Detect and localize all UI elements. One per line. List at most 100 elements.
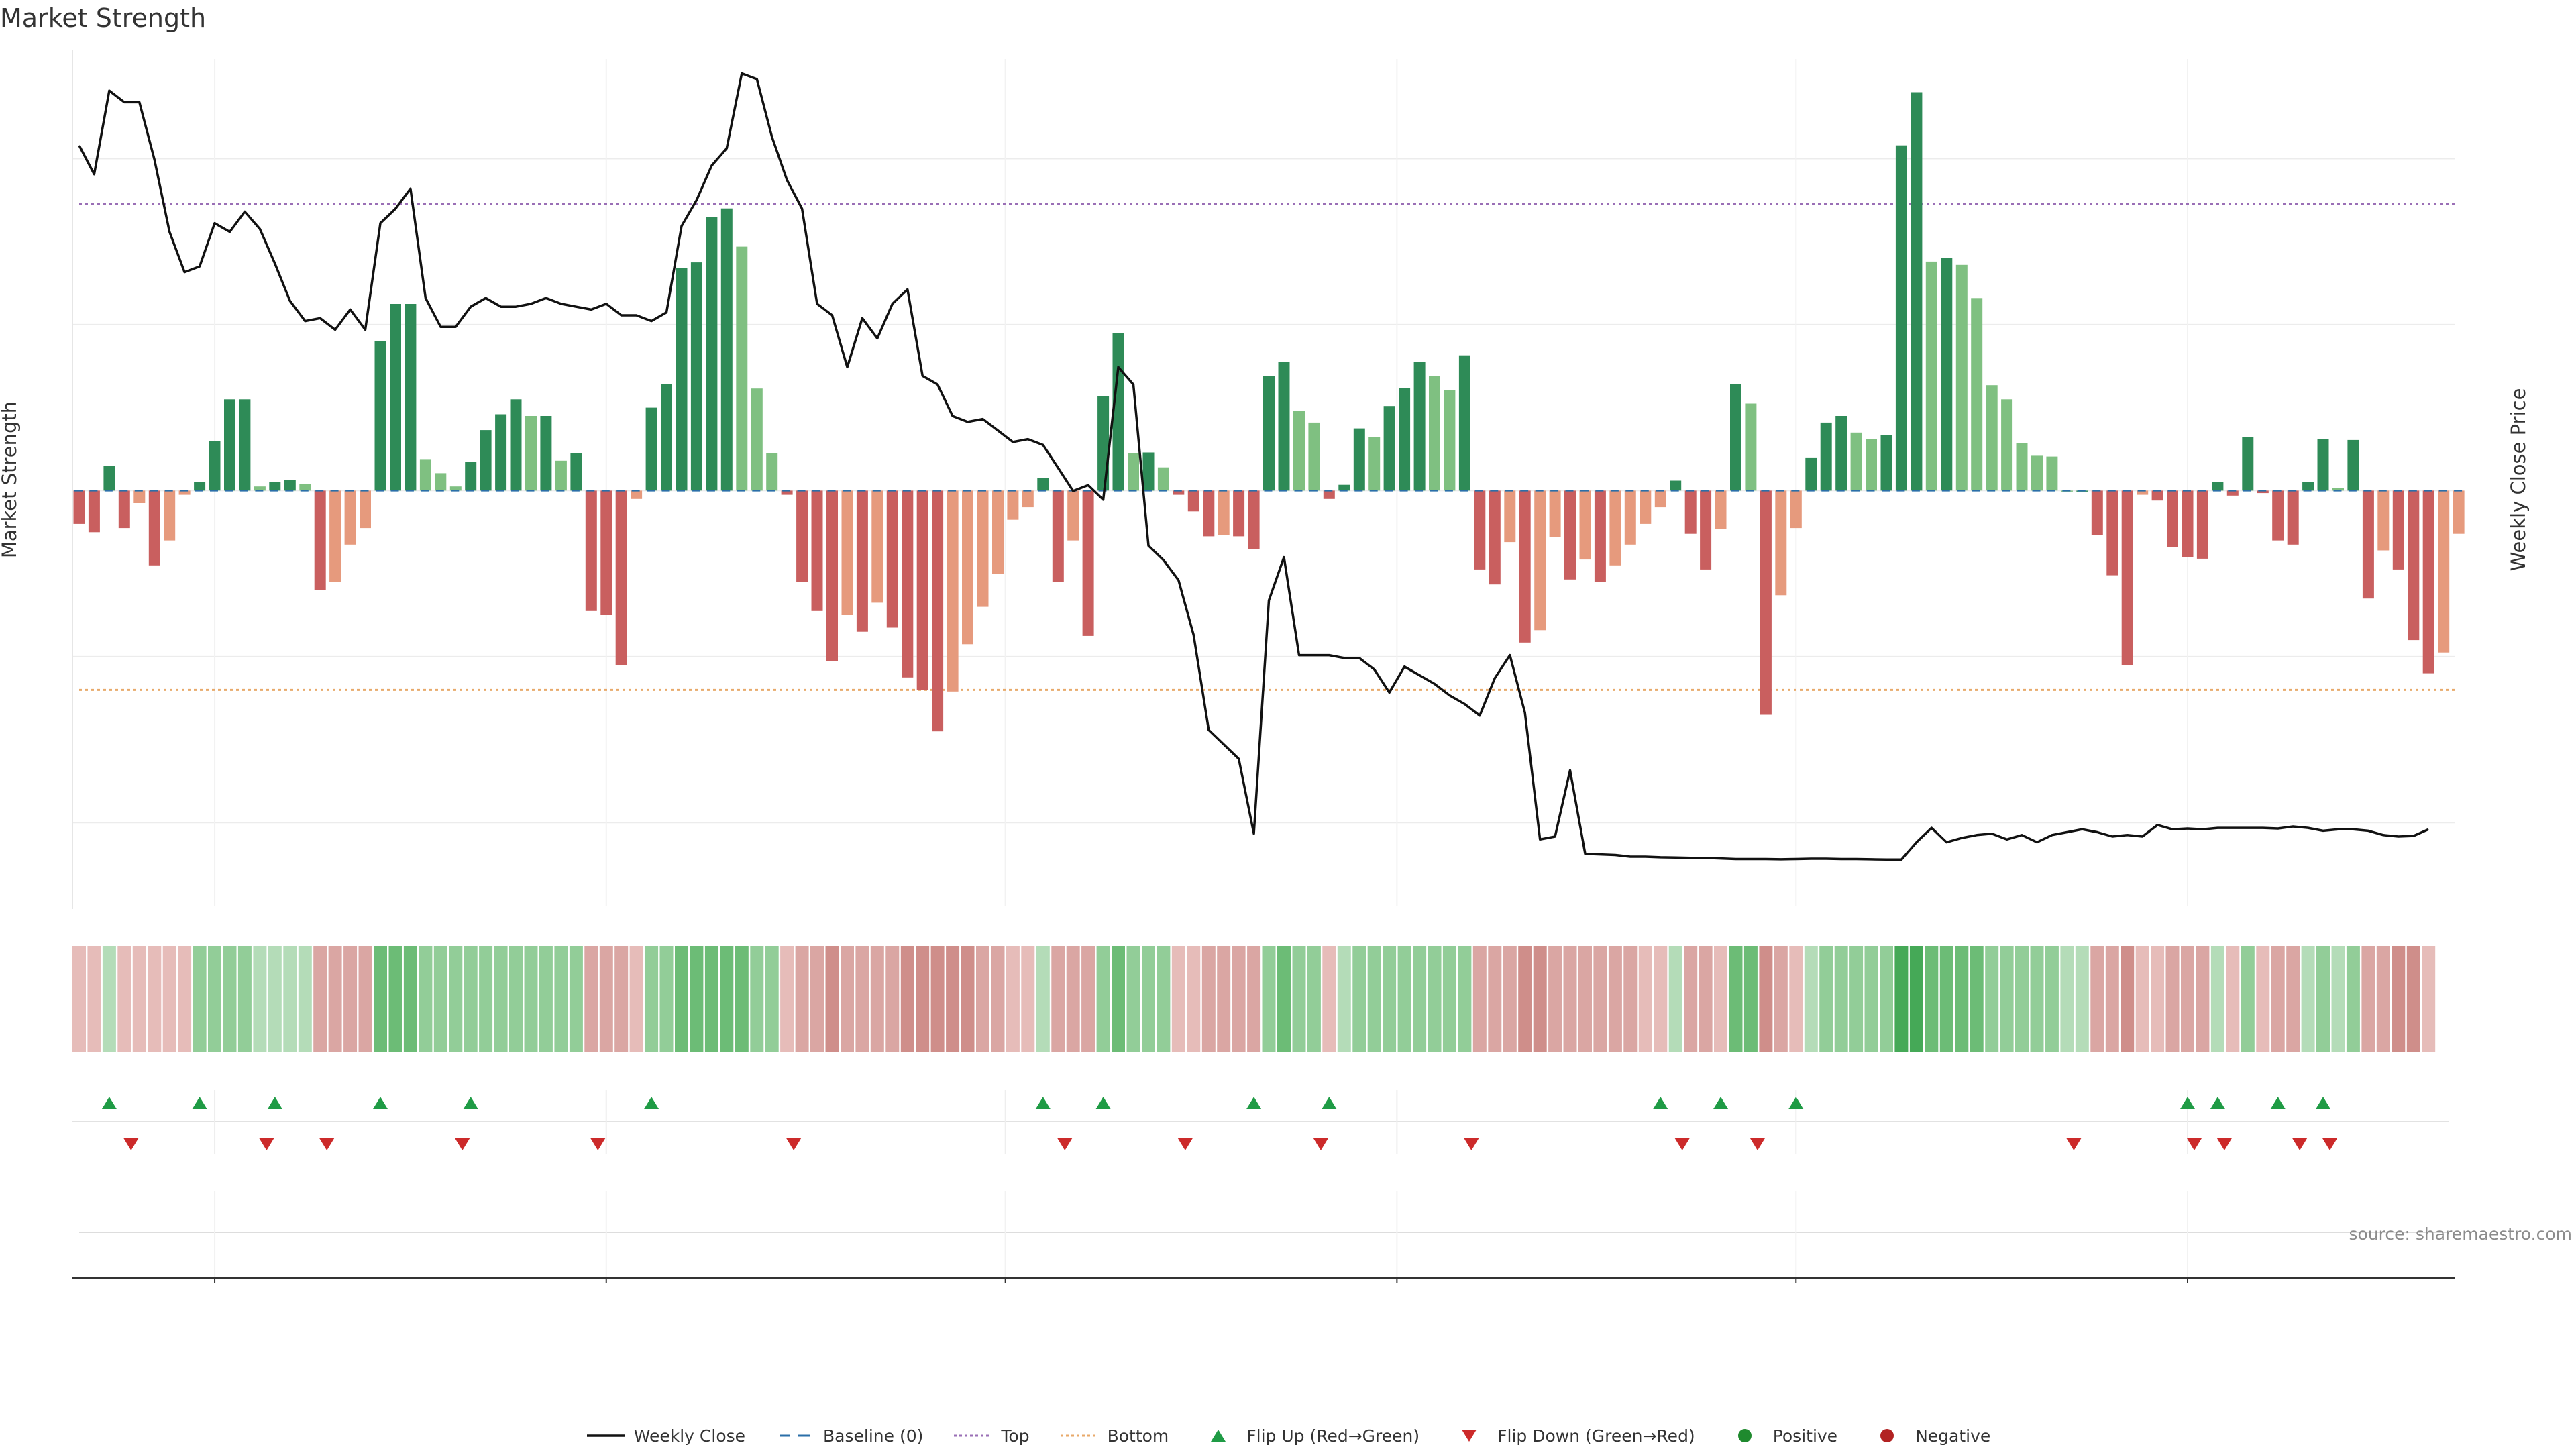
heat-cell — [2376, 946, 2390, 1052]
flip-down-marker — [1464, 1138, 1479, 1150]
heat-cell — [569, 946, 583, 1052]
heat-cell — [1247, 946, 1261, 1052]
strength-bar — [2377, 490, 2390, 551]
heat-cell — [2015, 946, 2029, 1052]
strength-bar — [1730, 384, 1741, 491]
date-axis — [72, 1277, 2455, 1283]
heat-cell — [1894, 946, 1909, 1052]
strength-bar — [374, 341, 386, 491]
strength-bar — [2212, 482, 2224, 491]
heat-cell — [2226, 946, 2240, 1052]
triangle-down-icon — [1449, 1428, 1489, 1444]
heat-cell — [403, 946, 417, 1052]
strength-bars — [73, 92, 2465, 732]
strength-bar — [344, 490, 356, 545]
heat-cell — [780, 946, 794, 1052]
strength-bar — [2151, 490, 2163, 501]
strength-bar — [2438, 490, 2450, 653]
strength-bar — [1037, 478, 1049, 491]
heat-cell — [524, 946, 538, 1052]
flip-down-marker — [2216, 1138, 2232, 1150]
strength-bar — [1624, 490, 1636, 545]
heat-cell — [675, 946, 688, 1052]
heat-cell — [494, 946, 508, 1052]
strength-bar — [1263, 376, 1275, 491]
flip-down-marker — [123, 1138, 139, 1150]
right-axis-label: Weekly Close Price — [2507, 388, 2530, 572]
strength-bar — [2317, 439, 2329, 491]
triangle-up-icon — [1198, 1428, 1238, 1444]
strength-bar — [977, 490, 989, 607]
strength-bar — [2182, 490, 2194, 557]
heat-cell — [2151, 946, 2165, 1052]
heat-cell — [2121, 946, 2135, 1052]
strength-bar — [720, 208, 733, 491]
strength-bar — [73, 490, 85, 524]
heat-cell — [1367, 946, 1381, 1052]
strength-bar — [1383, 406, 1395, 491]
flip-up-marker — [1322, 1097, 1337, 1109]
heat-cell — [1322, 946, 1336, 1052]
heat-cell — [795, 946, 809, 1052]
heat-cell — [2331, 946, 2345, 1052]
strength-bar — [826, 490, 838, 661]
strength-bar — [1609, 490, 1621, 566]
heat-cell — [1654, 946, 1668, 1052]
flip-down-marker — [590, 1138, 606, 1150]
strength-bar — [390, 304, 401, 491]
legend-item: Baseline (0) — [775, 1426, 923, 1446]
heat-cell — [645, 946, 659, 1052]
strength-bar — [1293, 411, 1305, 491]
strength-bar — [1368, 437, 1381, 491]
heat-cell — [1157, 946, 1171, 1052]
heat-cell — [629, 946, 643, 1052]
legend-label: Negative — [1915, 1426, 1991, 1446]
flip-down-marker — [1057, 1138, 1073, 1150]
legend-item: Weekly Close — [586, 1426, 745, 1446]
strength-bar — [1128, 453, 1139, 491]
heat-cell — [2346, 946, 2360, 1052]
strength-bar — [224, 399, 235, 491]
strength-bar — [690, 262, 702, 491]
strength-bar — [932, 490, 944, 732]
line-solid-icon — [586, 1428, 626, 1444]
heat-cell — [614, 946, 629, 1052]
strength-bar — [2257, 490, 2269, 494]
flip-up-marker — [1653, 1097, 1668, 1109]
strength-bar — [329, 490, 341, 582]
flip-up-marker — [463, 1097, 478, 1109]
heat-cell — [1684, 946, 1698, 1052]
flip-up-marker — [644, 1097, 659, 1109]
heat-cell — [313, 946, 327, 1052]
heat-cell — [2060, 946, 2074, 1052]
strength-bar — [194, 482, 206, 491]
heat-cell — [704, 946, 718, 1052]
strength-bar — [118, 490, 130, 529]
strength-bar — [1429, 376, 1440, 491]
heat-cell — [1970, 946, 1984, 1052]
legend-label: Top — [1001, 1426, 1030, 1446]
heat-cell — [2241, 946, 2255, 1052]
strength-bar — [2408, 490, 2420, 641]
heat-cell — [1458, 946, 1472, 1052]
heat-cell — [2105, 946, 2119, 1052]
strength-bar — [645, 407, 657, 491]
strength-bar — [1986, 385, 1998, 491]
strength-bar — [902, 490, 914, 678]
strength-bar — [811, 490, 823, 611]
heat-cell — [2256, 946, 2270, 1052]
heat-cell — [223, 946, 237, 1052]
strength-bar — [1895, 145, 1907, 491]
heat-cell — [1849, 946, 1864, 1052]
strength-bar — [1534, 490, 1546, 631]
strength-bar — [706, 217, 718, 491]
strength-bar — [1820, 422, 1832, 491]
legend-item: Flip Up (Red→Green) — [1198, 1426, 1419, 1446]
strength-bar — [2332, 488, 2344, 491]
heat-cell — [2210, 946, 2224, 1052]
heat-cell — [2030, 946, 2044, 1052]
heat-cell — [1217, 946, 1231, 1052]
flip-down-marker — [259, 1138, 274, 1150]
strength-bar — [2287, 490, 2299, 545]
heat-cell — [1006, 946, 1020, 1052]
